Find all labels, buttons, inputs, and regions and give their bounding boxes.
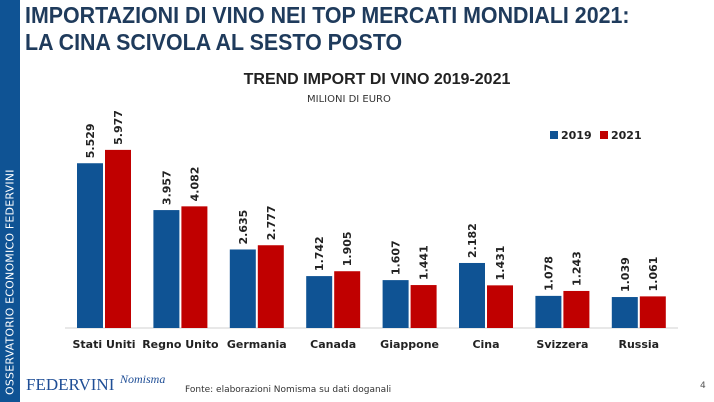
category-label: Canada bbox=[310, 338, 356, 351]
bar-2019 bbox=[306, 276, 333, 328]
legend-label-2019: 2019 bbox=[561, 129, 592, 142]
category-label: Cina bbox=[472, 338, 499, 351]
legend-swatch-2021 bbox=[600, 131, 608, 139]
data-label-2019: 2.182 bbox=[466, 223, 479, 258]
data-label-2019: 1.039 bbox=[619, 257, 632, 292]
category-label: Stati Uniti bbox=[72, 338, 135, 351]
bar-2021 bbox=[181, 206, 208, 328]
data-label-2021: 5.977 bbox=[112, 110, 125, 145]
bar-2019 bbox=[382, 280, 409, 328]
title-line-1: IMPORTAZIONI DI VINO NEI TOP MERCATI MON… bbox=[25, 2, 630, 28]
chart-title: TREND IMPORT DI VINO 2019-2021 bbox=[243, 71, 511, 88]
data-label-2019: 3.957 bbox=[160, 170, 173, 205]
data-label-2021: 4.082 bbox=[188, 167, 201, 202]
bar-2019 bbox=[153, 210, 180, 328]
category-label: Germania bbox=[227, 338, 287, 351]
category-label: Regno Unito bbox=[142, 338, 219, 351]
category-label: Giappone bbox=[380, 338, 439, 351]
data-label-2019: 1.078 bbox=[542, 256, 555, 291]
bar-2021 bbox=[639, 296, 666, 328]
bar-2019 bbox=[459, 262, 485, 328]
bar-2019 bbox=[77, 163, 103, 328]
nomisma-logo: Nomisma bbox=[120, 372, 166, 386]
data-label-2019: 1.607 bbox=[390, 240, 403, 275]
data-label-2021: 1.441 bbox=[418, 245, 431, 280]
bar-2021 bbox=[257, 245, 284, 328]
data-label-2021: 1.431 bbox=[494, 246, 507, 281]
data-label-2021: 1.243 bbox=[570, 251, 583, 286]
bar-2021 bbox=[563, 290, 590, 328]
category-label: Russia bbox=[619, 338, 660, 351]
page-title: IMPORTAZIONI DI VINO NEI TOP MERCATI MON… bbox=[25, 2, 630, 56]
source-note: Fonte: elaborazioni Nomisma su dati doga… bbox=[185, 385, 392, 395]
bar-2021 bbox=[410, 285, 437, 328]
bar-2021 bbox=[487, 285, 513, 328]
page-number: 4 bbox=[700, 381, 706, 391]
data-label-2021: 1.061 bbox=[647, 257, 660, 292]
bar-2019 bbox=[229, 249, 256, 328]
sidebar-strip: OSSERVATORIO ECONOMICO FEDERVINI bbox=[0, 0, 20, 402]
chart-subtitle: MILIONI DI EURO bbox=[307, 94, 391, 105]
data-label-2021: 1.905 bbox=[341, 231, 354, 266]
federvini-logo: FEDERVINI bbox=[26, 375, 115, 394]
bar-2019 bbox=[611, 297, 638, 328]
data-label-2019: 2.635 bbox=[237, 210, 250, 245]
data-label-2019: 1.742 bbox=[313, 236, 326, 271]
legend-swatch-2019 bbox=[550, 131, 558, 139]
title-line-2: LA CINA SCIVOLA AL SESTO POSTO bbox=[25, 29, 403, 55]
bar-2021 bbox=[334, 271, 361, 328]
bar-2021 bbox=[105, 149, 131, 328]
category-label: Svizzera bbox=[536, 338, 588, 351]
legend-label-2021: 2021 bbox=[611, 129, 642, 142]
data-label-2021: 2.777 bbox=[265, 205, 278, 240]
bar-2019 bbox=[535, 295, 562, 328]
data-label-2019: 5.529 bbox=[84, 123, 97, 158]
